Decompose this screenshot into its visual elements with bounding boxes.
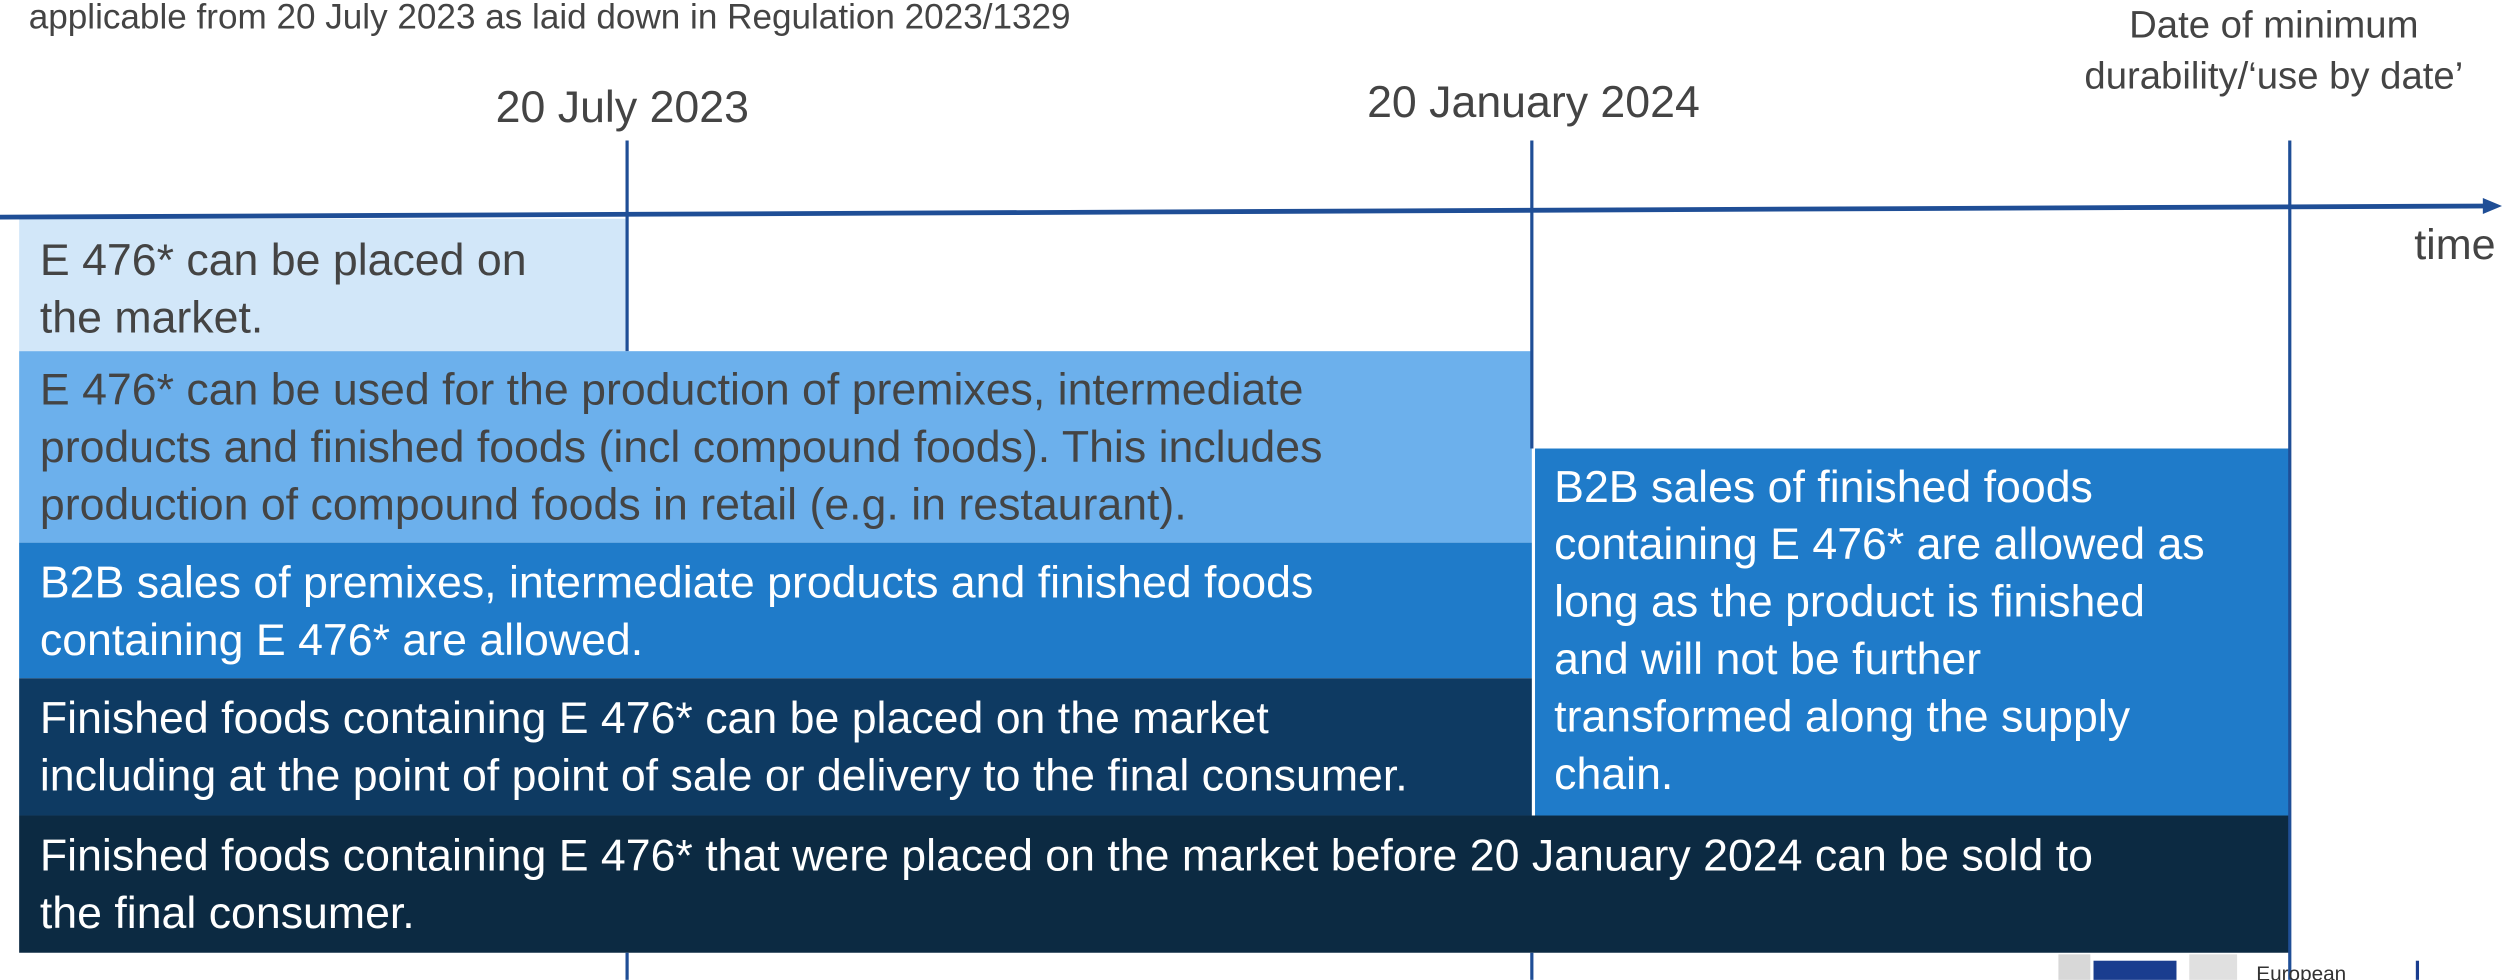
box-text: E 476* can be placed on	[40, 236, 527, 285]
box-text: and will not be further	[1554, 635, 1981, 684]
box-text: production of compound foods in retail (…	[40, 480, 1187, 529]
header-text: applicable from 20 July 2023 as laid dow…	[29, 0, 1071, 37]
axis-arrow	[2482, 197, 2502, 214]
box-text: transformed along the supply	[1554, 693, 2131, 742]
box-bg	[19, 815, 2290, 953]
box-text: containing E 476* are allowed.	[40, 616, 643, 665]
box-bg	[19, 351, 1532, 543]
box-text: E 476* can be used for the production of…	[40, 365, 1304, 414]
box-text: products and finished foods (incl compou…	[40, 423, 1323, 472]
box-text: long as the product is finished	[1554, 578, 2145, 627]
box-text: the market.	[40, 294, 263, 343]
logo-flag	[2093, 960, 2177, 980]
box-text: Finished foods containing E 476* can be …	[40, 694, 1269, 743]
box-bg	[1535, 448, 2290, 816]
box-text: the final consumer.	[40, 889, 415, 938]
box-text: B2B sales of finished foods	[1554, 463, 2093, 512]
box-text: containing E 476* are allowed as	[1554, 520, 2204, 569]
milestone-label: 20 January 2024	[1367, 78, 1700, 127]
milestone-label: Date of minimum	[2129, 3, 2418, 46]
box-text: including at the point of point of sale …	[40, 752, 1408, 801]
logo-mark	[2058, 954, 2091, 980]
box-text: Finished foods containing E 476* that we…	[40, 831, 2093, 880]
box-text: chain.	[1554, 750, 1673, 799]
box-bg	[19, 678, 1532, 816]
box-bg	[19, 218, 628, 352]
axis-label: time	[2414, 221, 2495, 269]
logo-text: European	[2256, 963, 2346, 980]
box-bg	[19, 542, 1532, 679]
box-text: B2B sales of premixes, intermediate prod…	[40, 559, 1313, 608]
milestone-label: durability/‘use by date’	[2084, 54, 2463, 97]
time-axis	[0, 203, 2490, 220]
milestone-label: 20 July 2023	[496, 83, 749, 132]
logo-mark	[2189, 954, 2238, 980]
